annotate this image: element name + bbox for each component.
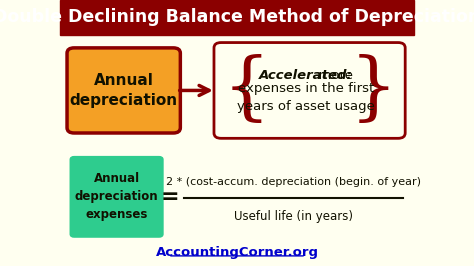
FancyBboxPatch shape xyxy=(67,48,180,133)
Text: AccountingCorner.org: AccountingCorner.org xyxy=(155,246,319,259)
Text: Annual
depreciation: Annual depreciation xyxy=(70,73,178,108)
Text: Annual
depreciation
expenses: Annual depreciation expenses xyxy=(75,172,158,221)
FancyBboxPatch shape xyxy=(214,43,405,138)
Text: 2 * (cost-accum. depreciation (begin. of year): 2 * (cost-accum. depreciation (begin. of… xyxy=(166,177,421,187)
Text: expenses in the first
years of asset usage: expenses in the first years of asset usa… xyxy=(237,82,375,113)
Text: Useful life (in years): Useful life (in years) xyxy=(234,210,353,223)
Text: Accelerated:: Accelerated: xyxy=(259,69,353,82)
Text: Double Declining Balance Method of Depreciation: Double Declining Balance Method of Depre… xyxy=(0,8,474,26)
FancyBboxPatch shape xyxy=(60,0,414,35)
Text: }: } xyxy=(349,54,397,127)
Text: more: more xyxy=(259,69,353,82)
Text: {: { xyxy=(222,54,270,127)
FancyBboxPatch shape xyxy=(71,157,163,237)
Text: =: = xyxy=(160,187,179,207)
